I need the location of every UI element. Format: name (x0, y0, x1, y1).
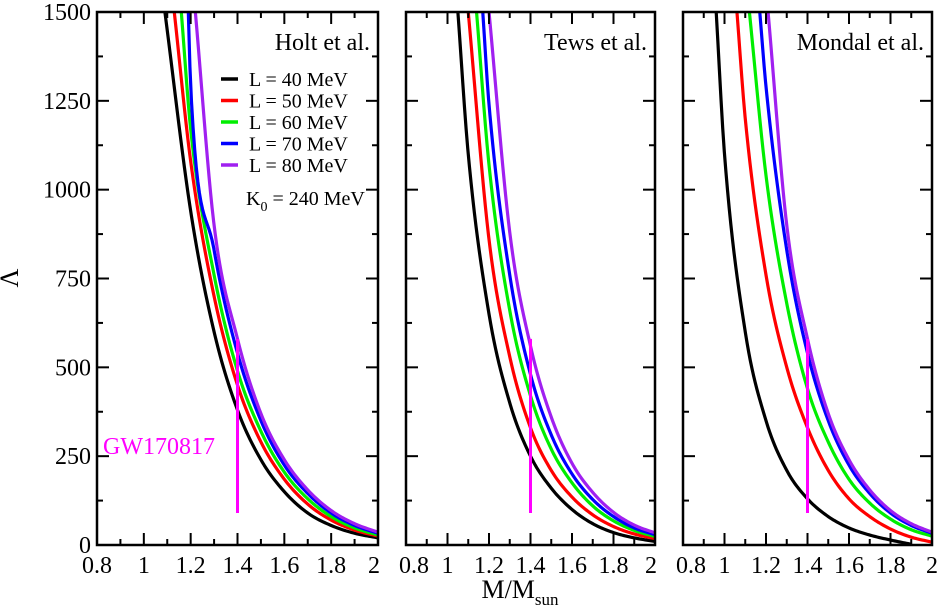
x-tick-label: 1.2 (751, 553, 781, 579)
x-tick-label: 2 (368, 553, 380, 579)
panel-title: Holt et al. (275, 30, 370, 56)
x-axis-label: M/Msun (481, 575, 559, 609)
y-tick-label: 1000 (43, 178, 91, 204)
series-line-l-40-mev (714, 12, 912, 545)
y-tick-label: 750 (55, 267, 91, 293)
series-line-l-50-mev (466, 12, 655, 541)
k0-note: K0 = 240 MeV (246, 188, 365, 215)
curves (714, 12, 932, 545)
series-line-l-70-mev (186, 12, 378, 535)
y-tick-label: 0 (79, 533, 91, 559)
x-tick-label: 1.8 (599, 553, 629, 579)
x-tick-label: 1 (719, 553, 731, 579)
x-tick-label: 0.8 (399, 553, 429, 579)
x-tick-label: 1 (442, 553, 454, 579)
series-line-l-70-mev (758, 12, 932, 535)
x-tick-label: 0.8 (676, 553, 706, 579)
y-axis-label: Λ (0, 268, 24, 287)
panel-title: Tews et al. (544, 30, 647, 56)
y-tick-label: 1250 (43, 89, 91, 115)
k0-note-main: K (246, 188, 261, 210)
ticks (682, 11, 933, 546)
panels: 0.8 1 1.2 1.4 1.6 1.8 2 0 250 500 750 1000 1250 1500 H… (43, 0, 938, 579)
panel-title: Mondal et al. (797, 30, 924, 56)
series-line-l-50-mev (735, 12, 932, 544)
x-axis-label-main: M/M (481, 575, 534, 604)
legend-entry: L = 60 MeV (249, 112, 348, 134)
legend-entry: L = 70 MeV (249, 134, 348, 156)
legend-entry: L = 80 MeV (249, 155, 348, 177)
x-tick-label: 1.8 (876, 553, 906, 579)
x-tick-label: 1.6 (269, 553, 299, 579)
series-line-l-60-mev (474, 12, 655, 539)
x-tick-label: 1.4 (793, 553, 823, 579)
x-tick-label: 1.4 (223, 553, 253, 579)
k0-note-rest: = 240 MeV (267, 188, 365, 210)
k0-note-sub: 0 (260, 200, 267, 215)
series-line-l-60-mev (179, 12, 378, 537)
y-tick-label: 500 (55, 355, 91, 381)
x-tick-label: 1.6 (834, 553, 864, 579)
legend-entry: L = 40 MeV (249, 69, 348, 91)
panel-3: 0.8 1 1.2 1.4 1.6 1.8 2 Mondal et al. (676, 10, 938, 579)
panel-2: 0.8 1 1.2 1.4 1.6 1.8 2 Tews et al. (399, 10, 657, 579)
series-line-l-80-mev (193, 12, 378, 534)
curves (456, 12, 655, 544)
legend-entry: L = 50 MeV (249, 91, 348, 113)
curves (163, 12, 378, 540)
panel-1: 0.8 1 1.2 1.4 1.6 1.8 2 0 250 500 750 1000 1250 1500 H… (43, 0, 380, 579)
series-line-l-80-mev (487, 12, 655, 535)
x-tick-label: 1.8 (316, 553, 346, 579)
series-line-l-50-mev (172, 12, 378, 538)
ticks (96, 11, 379, 546)
x-tick-label: 1.2 (474, 553, 504, 579)
x-tick-label: 1.4 (516, 553, 546, 579)
y-tick-label: 1500 (43, 0, 91, 26)
x-tick-label: 1.6 (557, 553, 587, 579)
series-line-l-40-mev (456, 12, 655, 544)
series-line-l-80-mev (766, 12, 932, 534)
x-tick-label: 1.2 (176, 553, 206, 579)
x-axis-label-sub: sun (535, 590, 559, 609)
y-tick-label: 250 (55, 444, 91, 470)
series-line-l-70-mev (481, 12, 655, 537)
x-tick-label: 0.8 (82, 553, 112, 579)
gw170817-label: GW170817 (103, 434, 215, 460)
x-tick-label: 2 (926, 553, 938, 579)
series-line-l-60-mev (747, 12, 932, 538)
series-line-l-40-mev (163, 12, 378, 540)
x-tick-label: 2 (645, 553, 657, 579)
ticks (405, 11, 656, 546)
x-tick-label: 1 (138, 553, 150, 579)
